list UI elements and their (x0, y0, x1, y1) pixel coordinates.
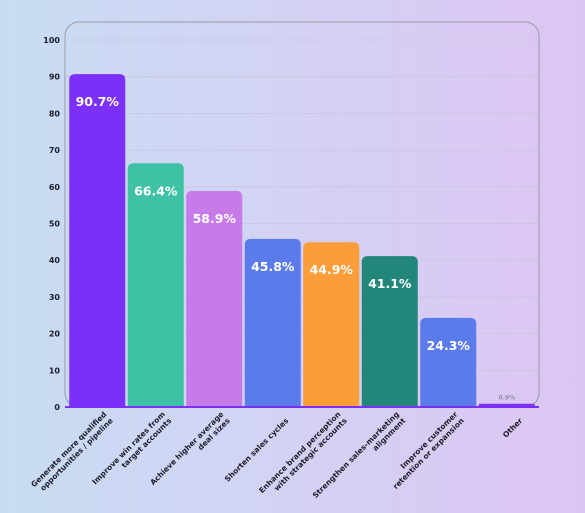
y-tick-label: 50 (49, 220, 61, 229)
y-tick-label: 90 (49, 73, 61, 82)
bar (361, 256, 418, 407)
bars (69, 74, 535, 408)
category-label-line: Improve customer (399, 410, 460, 471)
bar (69, 74, 126, 408)
y-tick-label: 30 (49, 293, 61, 302)
value-label: 24.3% (427, 338, 471, 353)
value-label: 45.8% (251, 259, 295, 274)
y-tick-label: 40 (49, 256, 61, 265)
value-label: 0.9% (498, 395, 515, 402)
y-tick-label: 80 (49, 109, 61, 118)
bar (420, 317, 477, 407)
category-label-line: Other (501, 416, 525, 440)
y-tick-label: 70 (49, 146, 61, 155)
value-label: 66.4% (134, 183, 178, 198)
value-label: 41.1% (368, 276, 412, 291)
value-labels: 90.7% 66.4% 58.9% 45.8% 44.9% 41.1% 24.3% 0.9% (76, 94, 516, 402)
value-label: 44.9% (310, 262, 354, 277)
value-label: 58.9% (193, 211, 237, 226)
category-label: Other (501, 416, 525, 440)
bar (127, 163, 184, 407)
y-tick-label: 60 (49, 183, 61, 192)
y-tick-label: 100 (43, 36, 60, 45)
y-tick-label: 10 (49, 366, 61, 375)
value-label: 90.7% (76, 94, 120, 109)
y-tick-label: 20 (49, 330, 61, 339)
y-tick-label: 0 (54, 403, 60, 412)
bar (303, 242, 360, 407)
y-axis-ticks: 0 10 20 30 40 50 60 70 80 90 100 (43, 36, 60, 412)
bar (186, 190, 243, 407)
bar (244, 238, 301, 407)
category-label-line: opportunities / pipeline (38, 416, 115, 493)
